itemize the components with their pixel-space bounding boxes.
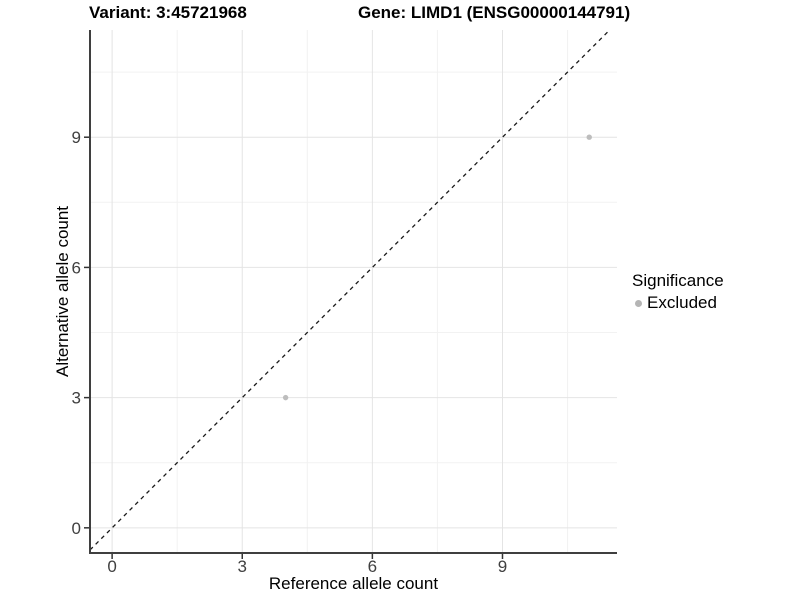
variant-title: Variant: 3:45721968 [89,3,247,22]
gene-title: Gene: LIMD1 (ENSG00000144791) [358,3,631,22]
x-tick-label: 0 [107,557,116,576]
x-axis-title: Reference allele count [269,574,438,593]
data-point [282,394,289,401]
x-tick-label: 9 [498,557,507,576]
identity-line [89,29,611,551]
legend-item-excluded: Excluded [632,293,724,313]
legend-item-label: Excluded [647,293,717,312]
data-point [586,134,592,140]
x-tick-label: 6 [368,557,377,576]
y-axis-title: Alternative allele count [53,206,72,377]
significance-legend: Significance Excluded [632,271,724,313]
y-tick-label: 9 [72,128,81,147]
y-tick-label: 6 [72,258,81,277]
x-tick-label: 3 [238,557,247,576]
y-tick-label: 0 [72,519,81,538]
y-tick-label: 3 [72,389,81,408]
excluded-point-icon [635,299,642,307]
legend-title: Significance [632,271,724,290]
